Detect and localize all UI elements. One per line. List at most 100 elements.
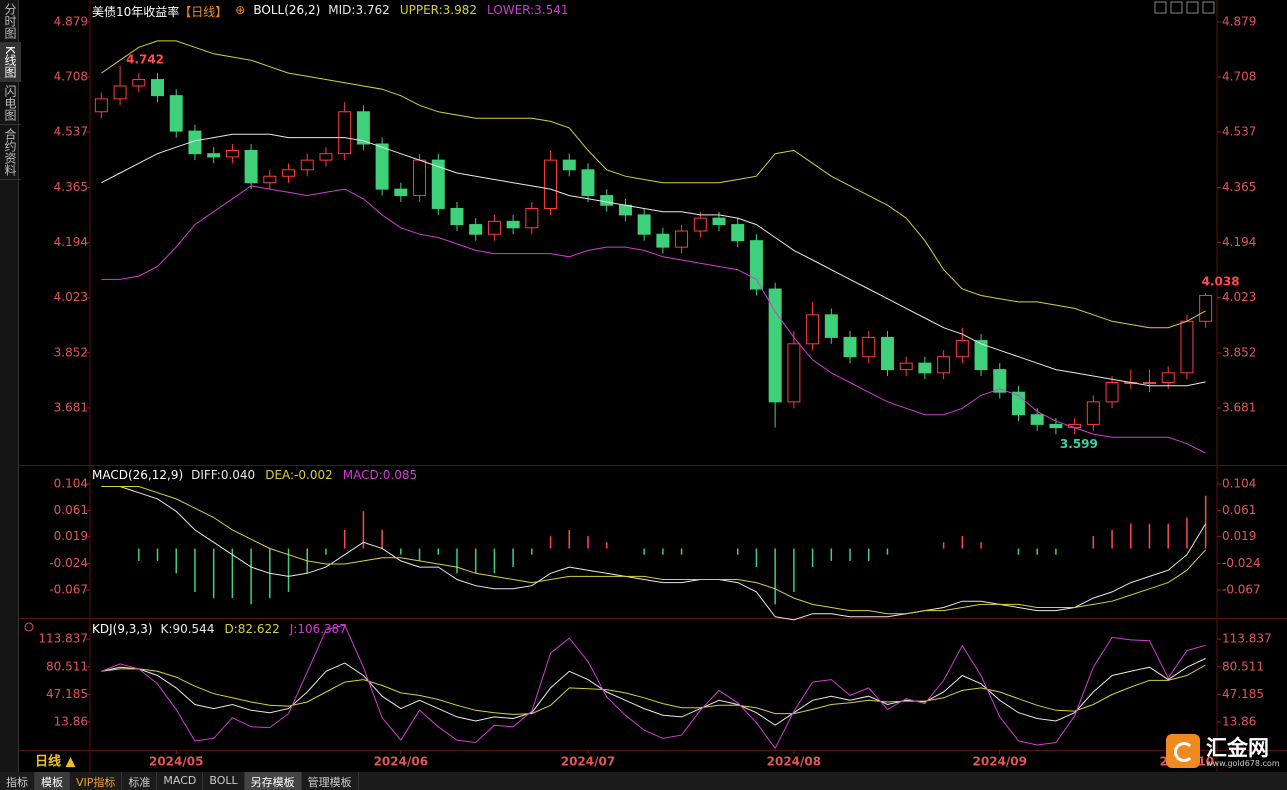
indicator-line [101,486,1207,621]
candle-body [113,85,127,100]
button[interactable] [1154,1,1167,14]
button[interactable] [1170,1,1183,14]
annotation: 4.038 [1202,274,1240,288]
candle-body [824,314,838,338]
y-tick-label: 4.194 [1222,235,1256,249]
candle-body [169,95,183,132]
candle-body [1161,372,1175,383]
candle-body [450,207,464,226]
y-tick-label: 3.852 [1222,345,1256,359]
sidebar-tab[interactable]: K线图 [0,43,21,82]
settings-icon[interactable] [24,622,34,632]
candle-body [431,159,445,209]
indicator-name: KDJ(9,3,3) [92,622,153,636]
logo-mark [1174,742,1194,762]
candle-body [319,153,333,161]
indicator-name: MACD(26,12,9) [92,468,184,482]
candle-body [1180,320,1194,374]
legend-entry: J:106.387 [289,622,347,636]
button[interactable] [1202,1,1215,14]
toolbar-tab[interactable]: 另存模板 [244,772,302,790]
y-tick-label: 4.879 [54,14,88,28]
indicator-line [101,185,1206,454]
candle-body [806,314,820,345]
candle-body [525,207,539,229]
button[interactable] [1186,1,1199,14]
logo-name: 汇金网 [1206,736,1269,760]
y-tick-label: 4.023 [1222,290,1256,304]
legend-entry: DIFF:0.040 [191,468,256,482]
candle-body [974,340,988,371]
y-tick-label: 13.86 [1222,714,1256,728]
y-tick-label: 3.681 [1222,400,1256,414]
candle-body [955,340,969,358]
candle-body [506,220,520,229]
y-tick-label: 0.104 [54,476,88,490]
legend-entry: DEA:-0.002 [265,468,333,482]
candle-body [712,217,726,226]
toolbar-tab[interactable]: 模板 [35,772,70,790]
y-tick-label: 80.511 [46,659,88,673]
candle-body [1143,381,1156,384]
price-legend: 美债10年收益率 【日线】 ⊕ BOLL(26,2) MID:3.762 UPPER:… [92,3,569,20]
candle-body [132,79,146,87]
candle-body [749,240,763,290]
y-tick-label: 13.86 [54,714,88,728]
candle-body [1086,401,1100,425]
sidebar-tab[interactable]: 合约资料 [0,125,21,180]
annotation: 4.742 [126,53,164,67]
background [0,0,1287,772]
window-buttons [1154,1,1215,14]
icon[interactable]: ⊕ [235,3,246,17]
candle-body [581,169,595,197]
candle-body [244,149,258,184]
legend-entry: UPPER:3.982 [399,3,478,17]
candle-body [1030,414,1044,425]
y-tick-label: 47.185 [1222,687,1264,701]
candle-body [637,214,651,235]
y-tick-label: 0.104 [1222,476,1256,490]
y-tick-label: -0.067 [49,583,88,597]
y-tick-label: -0.024 [49,556,88,570]
toolbar-tab[interactable]: 管理模板 [302,772,359,790]
toolbar-tab[interactable]: 标准 [122,772,158,790]
candle-body [937,356,951,374]
period-selector[interactable]: 日线 ▲ [35,754,76,770]
candle-body [731,224,745,242]
indicator-line [101,658,1206,726]
x-tick-label: 2024/05 [149,755,203,769]
candle-body [469,224,483,235]
x-tick-label: 2024/06 [374,755,428,769]
indicator-line [101,40,1206,329]
toolbar-tab[interactable]: MACD [157,772,204,790]
candle-body [768,288,782,403]
candle-body [600,195,614,206]
y-tick-label: 4.365 [1222,180,1256,194]
toolbar-tab[interactable]: 指标 [0,772,35,790]
indicator-line [101,664,1206,715]
toolbar-tab[interactable]: VIP指标 [70,772,123,790]
candle-body [562,159,576,171]
toolbar: 指标 模板 VIP指标 标准 MACD BOLL 另存模板 管理模板 [0,772,1287,790]
candle-body [1011,391,1025,416]
candle-body [94,98,108,113]
toolbar-tab[interactable]: BOLL [203,772,245,790]
x-tick-label: 2024/07 [561,755,615,769]
candle-body [843,336,857,358]
candle-body [487,220,501,235]
y-tick-label: 3.852 [54,345,88,359]
y-tick-label: 47.185 [46,687,88,701]
chart: 日线 ▲ 4.879 4.879 4.708 4.708 4.537 4.537 4.365… [0,0,1287,772]
sidebar-tab[interactable]: 闪电图 [0,82,21,125]
candle-body [207,153,221,158]
candle-body [993,369,1007,393]
sidebar-tab[interactable]: 分时图 [0,0,21,43]
candle-body [880,336,894,371]
candle-body [151,79,164,97]
candle-body [899,362,913,371]
candle-body [375,143,389,190]
candle-body [356,111,370,145]
candle-body [1105,381,1119,403]
y-tick-label: 113.837 [38,632,88,646]
